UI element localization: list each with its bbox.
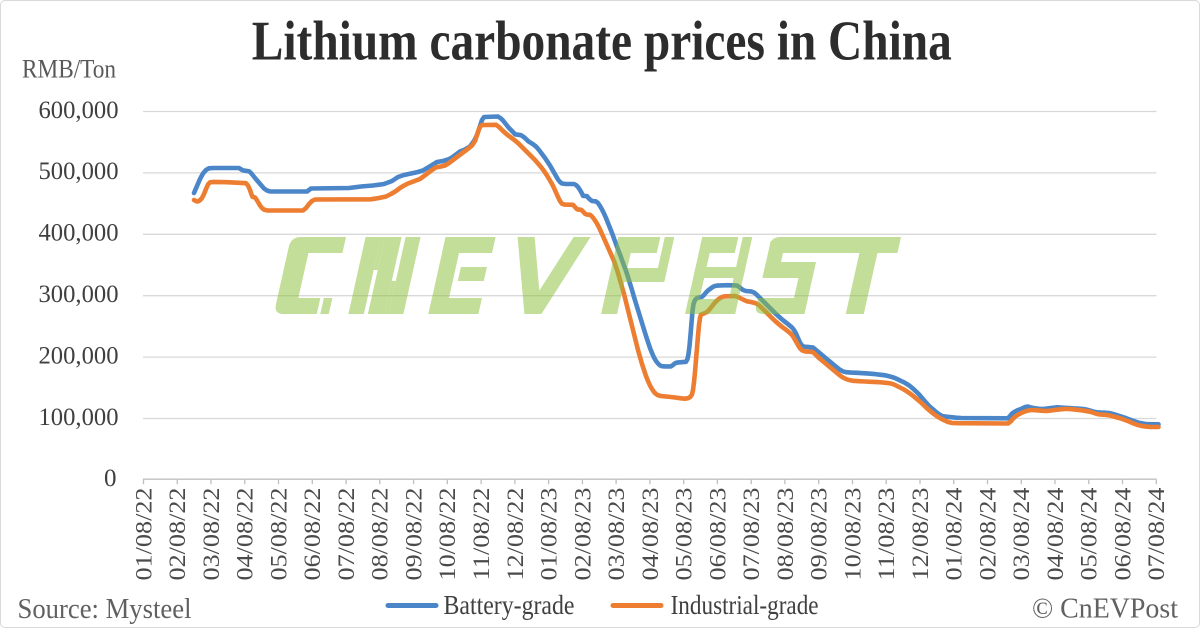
svg-text:08/08/23: 08/08/23 — [773, 488, 799, 581]
svg-text:12/08/23: 12/08/23 — [908, 488, 934, 581]
svg-text:Industrial-grade: Industrial-grade — [671, 590, 819, 620]
svg-text:RMB/Ton: RMB/Ton — [22, 55, 116, 84]
svg-text:05/08/23: 05/08/23 — [672, 488, 698, 581]
svg-text:10/08/23: 10/08/23 — [840, 488, 866, 581]
svg-text:0: 0 — [104, 465, 117, 492]
svg-text:07/08/22: 07/08/22 — [334, 488, 360, 581]
svg-text:Source: Mysteel: Source: Mysteel — [18, 594, 192, 625]
svg-text:08/08/22: 08/08/22 — [368, 488, 394, 581]
svg-text:04/08/23: 04/08/23 — [638, 488, 664, 581]
svg-text:03/08/22: 03/08/22 — [199, 488, 225, 581]
svg-text:06/08/24: 06/08/24 — [1110, 487, 1136, 580]
svg-text:07/08/23: 07/08/23 — [739, 488, 765, 581]
svg-text:02/08/23: 02/08/23 — [570, 488, 596, 581]
svg-text:600,000: 600,000 — [39, 97, 119, 124]
svg-text:Battery-grade: Battery-grade — [444, 590, 575, 620]
svg-text:05/08/22: 05/08/22 — [266, 488, 292, 581]
svg-text:02/08/24: 02/08/24 — [975, 487, 1001, 580]
svg-text:06/08/23: 06/08/23 — [705, 488, 731, 581]
svg-text:10/08/22: 10/08/22 — [435, 488, 461, 581]
svg-text:09/08/23: 09/08/23 — [807, 488, 833, 581]
svg-text:04/08/22: 04/08/22 — [233, 488, 259, 581]
svg-text:300,000: 300,000 — [39, 281, 119, 308]
svg-text:500,000: 500,000 — [39, 158, 119, 185]
svg-text:100,000: 100,000 — [39, 404, 119, 431]
svg-text:05/08/24: 05/08/24 — [1077, 487, 1103, 580]
svg-text:06/08/22: 06/08/22 — [300, 488, 326, 581]
svg-text:07/08/24: 07/08/24 — [1144, 487, 1170, 580]
svg-text:© CnEVPost: © CnEVPost — [1032, 594, 1178, 625]
svg-text:01/08/23: 01/08/23 — [537, 488, 563, 581]
svg-text:03/08/23: 03/08/23 — [604, 488, 630, 581]
svg-text:200,000: 200,000 — [39, 342, 119, 369]
svg-text:11/08/23: 11/08/23 — [874, 488, 900, 581]
svg-text:Lithium carbonate prices in Ch: Lithium carbonate prices in China — [252, 11, 952, 73]
svg-text:01/08/22: 01/08/22 — [131, 488, 157, 581]
svg-text:02/08/22: 02/08/22 — [165, 488, 191, 581]
svg-text:12/08/22: 12/08/22 — [503, 488, 529, 581]
svg-text:11/08/22: 11/08/22 — [469, 488, 495, 581]
svg-text:04/08/24: 04/08/24 — [1043, 487, 1069, 580]
svg-text:03/08/24: 03/08/24 — [1009, 487, 1035, 580]
svg-text:01/08/24: 01/08/24 — [942, 487, 968, 580]
svg-text:400,000: 400,000 — [39, 220, 119, 247]
svg-text:09/08/22: 09/08/22 — [402, 488, 428, 581]
